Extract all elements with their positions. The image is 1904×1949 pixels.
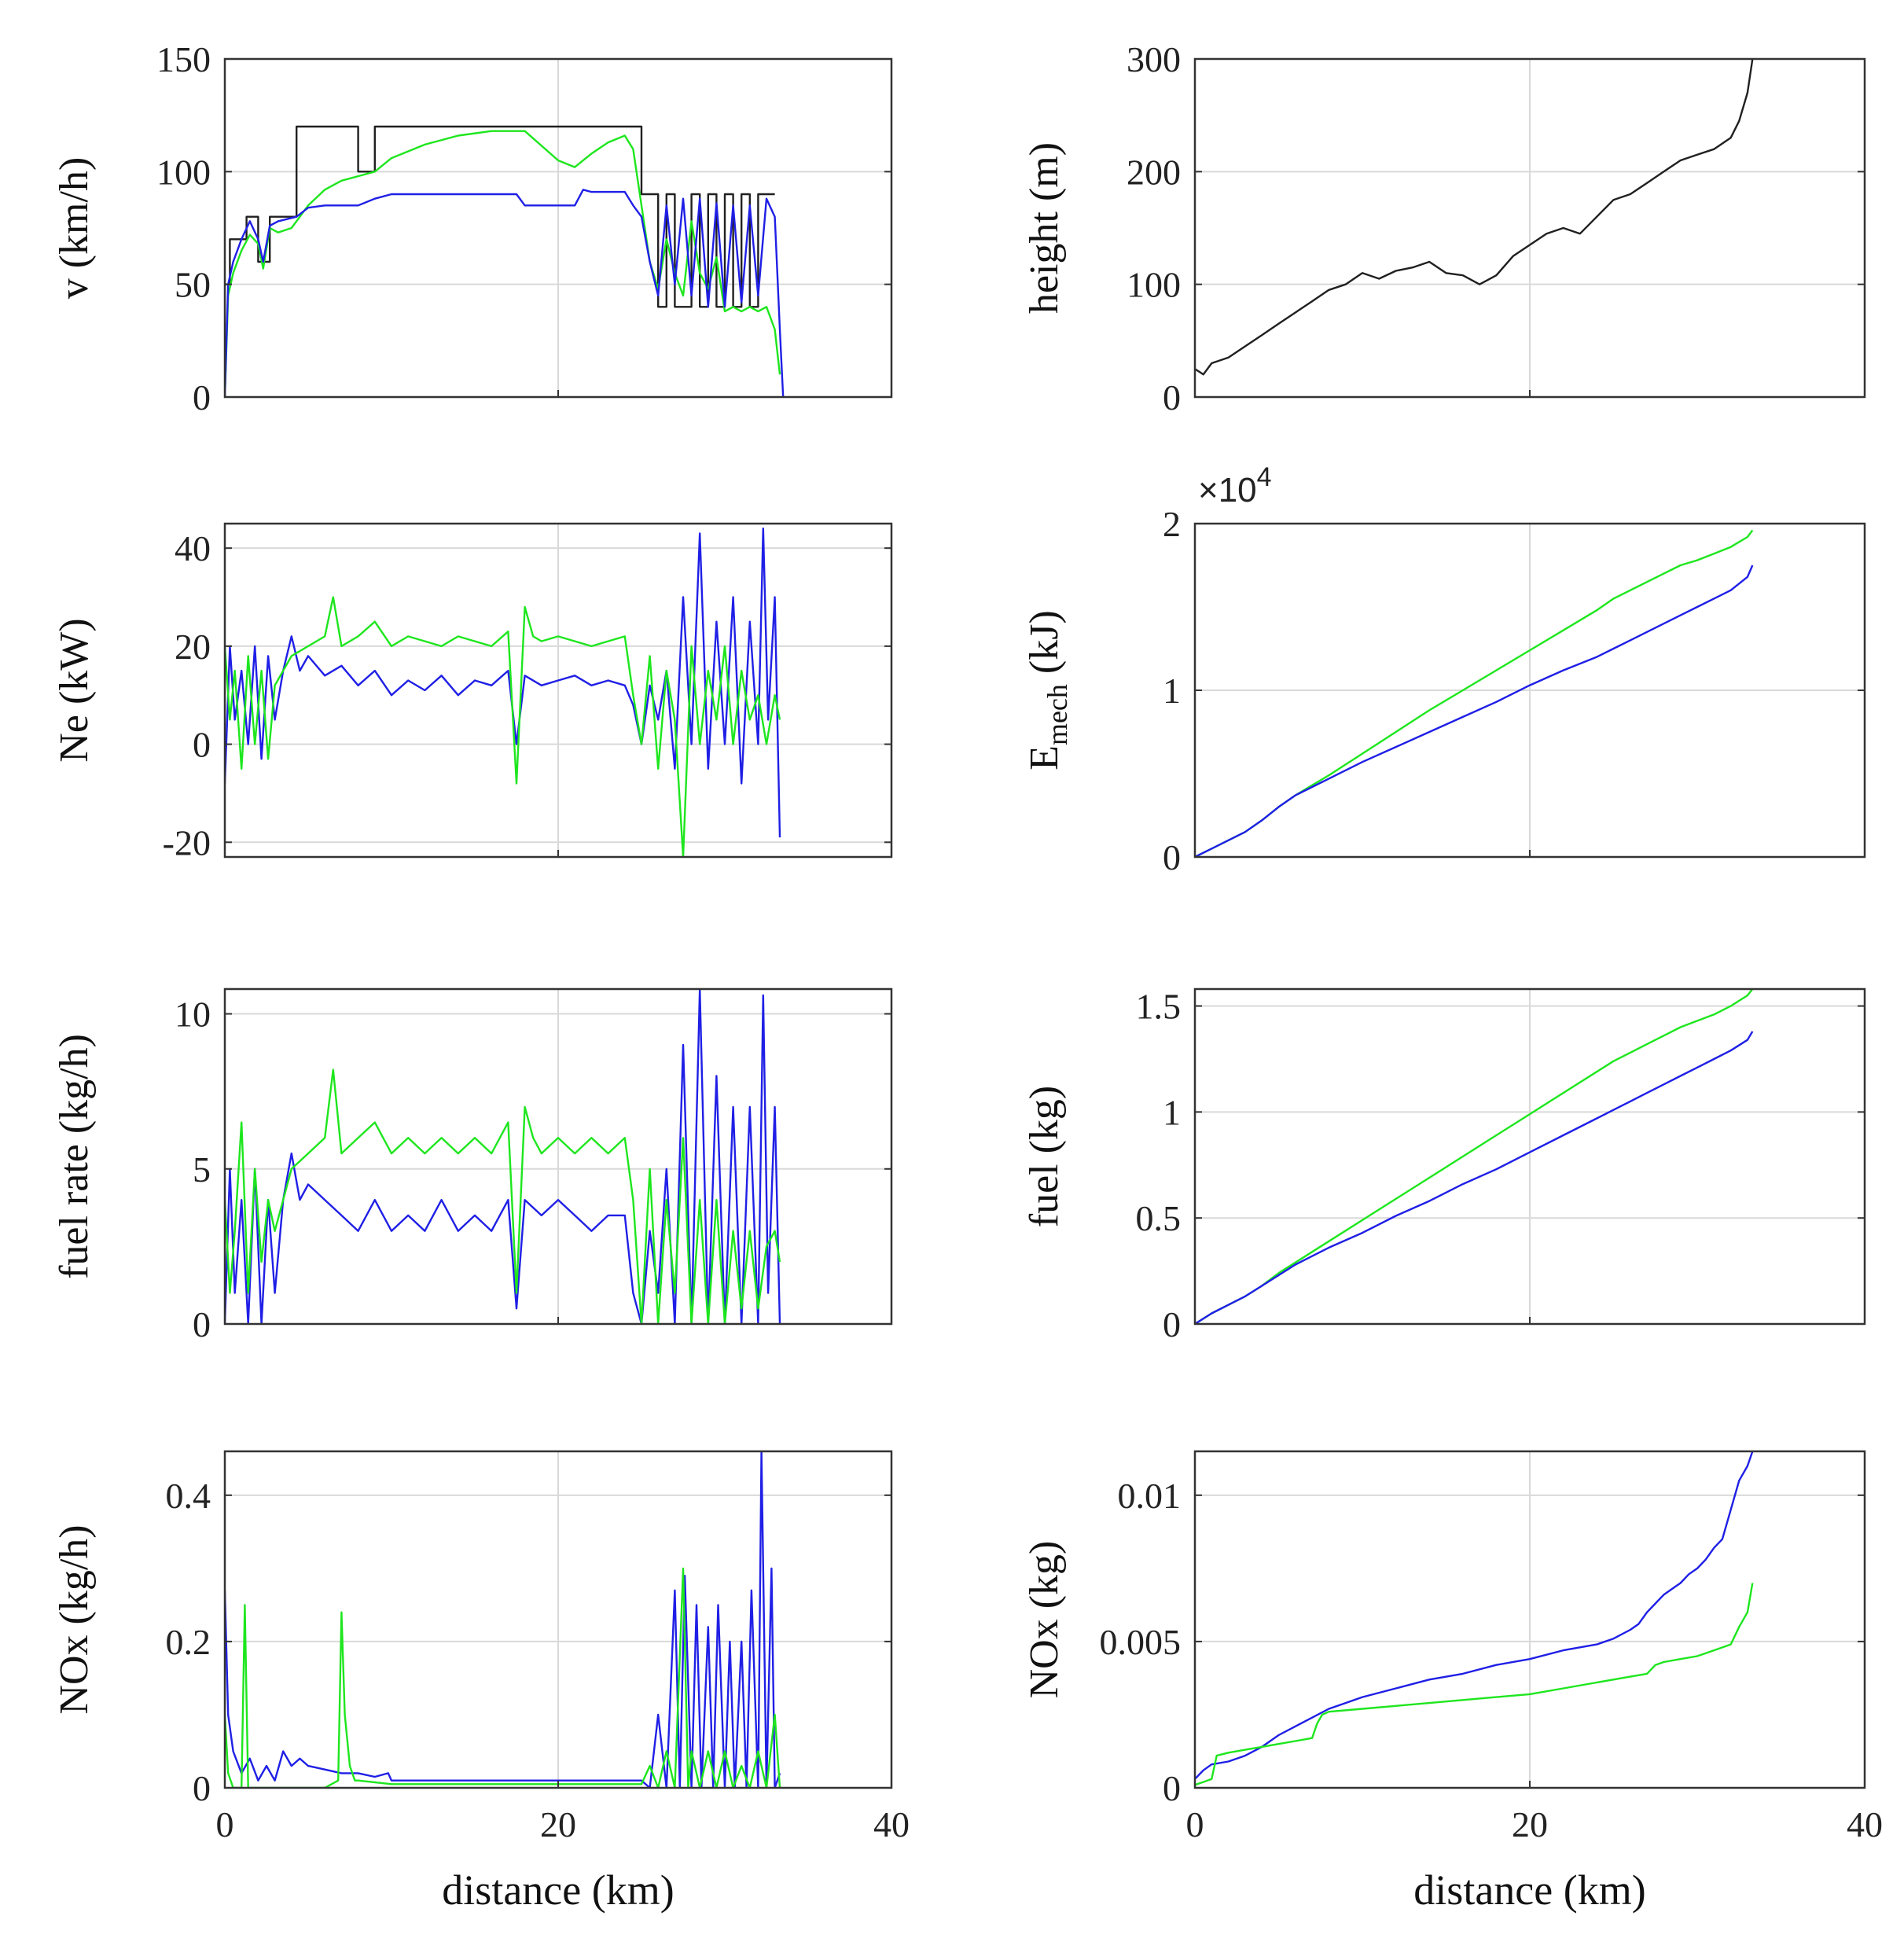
series-green xyxy=(225,1068,781,1325)
series-blue xyxy=(225,528,781,838)
y-tick-label: 1 xyxy=(1163,671,1181,711)
y-axis-label: v (km/h) xyxy=(52,157,97,300)
y-tick-label: 20 xyxy=(175,627,211,667)
y-tick-label: 300 xyxy=(1127,39,1181,79)
series-green xyxy=(225,130,781,398)
series-blue xyxy=(1195,1451,1754,1780)
y-tick-label: 50 xyxy=(175,265,211,305)
y-axis-label: fuel (kg) xyxy=(1022,1086,1067,1227)
x-axis-label: distance (km) xyxy=(442,1866,674,1914)
y-tick-label: 1 xyxy=(1163,1092,1181,1132)
axis-exponent: ×104 xyxy=(1198,462,1272,509)
x-tick-label: 40 xyxy=(873,1804,910,1844)
chart-emech: 0 1 2 Emech (kJ) ×104 xyxy=(1022,462,1866,877)
series-blue xyxy=(225,1451,781,1789)
series-blue xyxy=(1195,1031,1754,1325)
y-axis-label: NOx (kg/h) xyxy=(52,1524,97,1714)
y-tick-label: 0 xyxy=(193,725,211,765)
series-green xyxy=(1195,1583,1754,1786)
y-tick-label: 0.4 xyxy=(166,1476,211,1516)
y-axis-label: height (m) xyxy=(1022,142,1067,314)
y-tick-label: 200 xyxy=(1127,152,1181,192)
y-tick-label: 0.5 xyxy=(1136,1198,1182,1238)
chart-speed: 0 50 100 150 v (km/h) xyxy=(52,39,893,417)
y-tick-label: 2 xyxy=(1163,504,1181,544)
x-tick-label: 0 xyxy=(1186,1804,1204,1844)
y-tick-label: 0 xyxy=(1163,1304,1181,1344)
y-tick-label: 0 xyxy=(1163,377,1181,417)
y-tick-label: 0 xyxy=(1163,837,1181,877)
y-tick-label: 5 xyxy=(193,1149,211,1190)
series-green xyxy=(225,596,781,858)
y-tick-label: 100 xyxy=(1127,265,1181,305)
series-blue xyxy=(225,988,781,1325)
y-axis-label: Emech (kJ) xyxy=(1022,610,1073,770)
chart-noxrate: 0 0.2 0.4 0 20 40 NOx (kg/h) distance (km) xyxy=(52,1450,910,1914)
x-axis-label: distance (km) xyxy=(1413,1866,1645,1914)
series-speed-limit xyxy=(225,125,775,308)
y-tick-label: 0 xyxy=(193,1768,211,1808)
y-axis-label: Ne (kW) xyxy=(52,618,97,762)
y-axis-label: fuel rate (kg/h) xyxy=(52,1034,97,1279)
chart-fuel: 0 0.5 1 1.5 fuel (kg) xyxy=(1022,987,1866,1344)
y-tick-label: -20 xyxy=(163,822,211,862)
y-tick-label: 0.005 xyxy=(1100,1622,1182,1662)
y-axis-label: NOx (kg) xyxy=(1022,1541,1067,1699)
chart-fuelrate: 0 5 10 fuel rate (kg/h) xyxy=(52,987,893,1344)
series-blue xyxy=(225,189,785,398)
chart-height: 0 100 200 300 height (m) xyxy=(1022,39,1866,417)
y-tick-label: 0 xyxy=(193,1304,211,1344)
series-blue xyxy=(1195,564,1754,858)
y-tick-label: 0 xyxy=(1163,1768,1181,1808)
x-tick-label: 0 xyxy=(216,1804,234,1844)
x-tick-label: 20 xyxy=(540,1804,576,1844)
y-tick-label: 10 xyxy=(175,995,211,1035)
x-tick-label: 40 xyxy=(1847,1804,1883,1844)
y-tick-label: 0.2 xyxy=(166,1622,211,1662)
series-height xyxy=(1195,58,1754,376)
y-tick-label: 100 xyxy=(156,152,211,192)
x-tick-label: 20 xyxy=(1512,1804,1548,1844)
y-tick-label: 150 xyxy=(156,39,211,79)
y-tick-label: 0.01 xyxy=(1118,1476,1182,1516)
y-tick-label: 40 xyxy=(175,528,211,568)
y-tick-label: 1.5 xyxy=(1136,987,1182,1027)
chart-power: -20 0 20 40 Ne (kW) xyxy=(52,522,893,862)
chart-nox: 0 0.005 0.01 0 20 40 NOx (kg) distance (km) xyxy=(1022,1450,1883,1914)
y-tick-label: 0 xyxy=(193,377,211,417)
